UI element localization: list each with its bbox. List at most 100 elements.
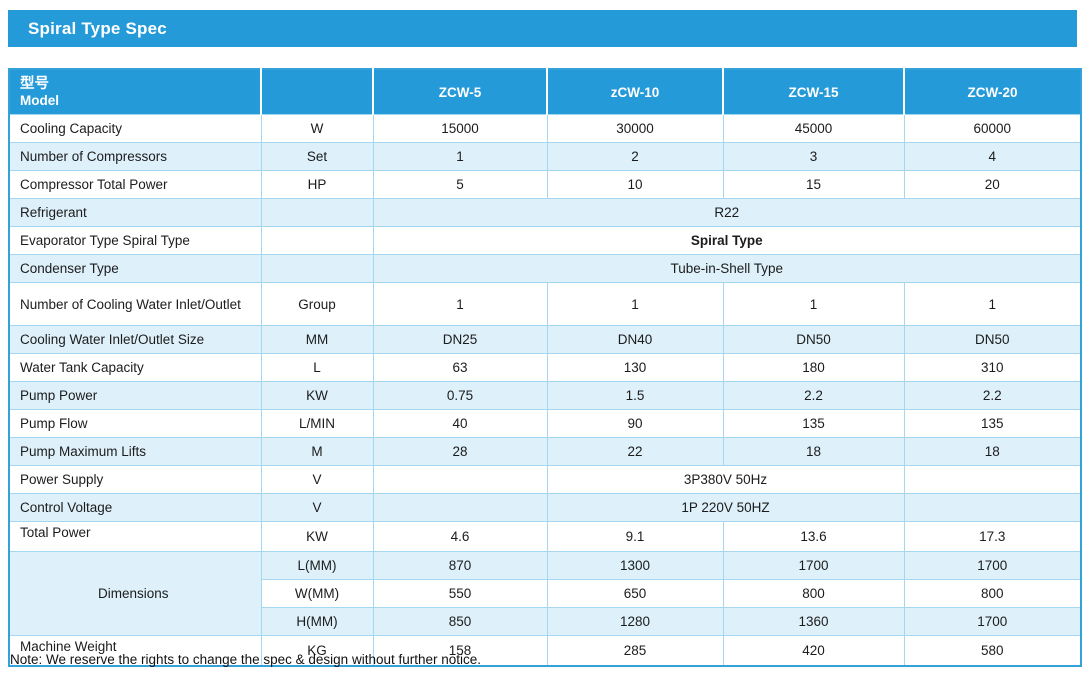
value-cell: 1	[722, 282, 905, 326]
row-number-of-compressors: Number of Compressors Set 1 2 3 4	[8, 142, 1082, 171]
value-cell: 3	[722, 142, 905, 171]
value-cell: DN25	[372, 325, 548, 354]
row-label: Number of Cooling Water Inlet/Outlet	[8, 282, 262, 326]
header-col-zcw15: ZCW-15	[722, 69, 904, 115]
unit-cell: KG	[260, 635, 374, 667]
unit-cell: KW	[260, 521, 374, 552]
value-cell: 1700	[903, 551, 1082, 580]
value-cell: 2	[546, 142, 724, 171]
value-cell: 650	[546, 579, 724, 608]
value-cell: DN50	[903, 325, 1082, 354]
empty-cell	[903, 493, 1082, 522]
spec-table: 型号 Model ZCW-5 zCW-10 ZCW-15 ZCW-20 Cool…	[8, 68, 1082, 667]
unit-cell	[260, 226, 374, 255]
value-cell: 63	[372, 353, 548, 382]
unit-cell: W	[260, 114, 374, 143]
value-cell: 1280	[546, 607, 724, 636]
value-cell: 17.3	[903, 521, 1082, 552]
value-cell: 158	[372, 635, 548, 667]
value-cell: 1	[372, 142, 548, 171]
header-model-en: Model	[20, 92, 59, 108]
value-cell: 135	[903, 409, 1082, 438]
value-cell: 2.2	[722, 381, 905, 410]
value-cell: 4	[903, 142, 1082, 171]
value-cell: 870	[372, 551, 548, 580]
row-power-supply: Power Supply V 3P380V 50Hz	[8, 465, 1082, 494]
row-cooling-capacity: Cooling Capacity W 15000 30000 45000 600…	[8, 114, 1082, 143]
row-dimensions-l: Dimensions L(MM) 870 1300 1700 1700	[8, 551, 1082, 636]
value-cell: 20	[903, 170, 1082, 199]
span-value-cell: R22	[372, 198, 1082, 227]
footer-note: Note: We reserve the rights to change th…	[10, 652, 482, 667]
unit-cell: H(MM)	[260, 607, 374, 636]
page-title: Spiral Type Spec	[8, 10, 1077, 47]
value-cell: 580	[903, 635, 1082, 667]
value-cell: 1360	[722, 607, 905, 636]
value-cell: 18	[903, 437, 1082, 466]
unit-cell: MM	[260, 325, 374, 354]
unit-cell: L	[260, 353, 374, 382]
row-pump-maximum-lifts: Pump Maximum Lifts M 28 22 18 18	[8, 437, 1082, 466]
value-cell: 13.6	[722, 521, 905, 552]
value-cell: 15	[722, 170, 905, 199]
value-cell: 1300	[546, 551, 724, 580]
value-cell: 0.75	[372, 381, 548, 410]
row-label: Control Voltage	[8, 493, 262, 522]
header-row: 型号 Model ZCW-5 zCW-10 ZCW-15 ZCW-20	[9, 69, 1081, 115]
unit-cell	[260, 254, 374, 283]
row-compressor-total-power: Compressor Total Power HP 5 10 15 20	[8, 170, 1082, 199]
unit-cell: Group	[260, 282, 374, 326]
row-label: Cooling Capacity	[8, 114, 262, 143]
value-cell: 1	[903, 282, 1082, 326]
row-pump-power: Pump Power KW 0.75 1.5 2.2 2.2	[8, 381, 1082, 410]
value-cell: 90	[546, 409, 724, 438]
unit-cell: L(MM)	[260, 551, 374, 580]
unit-cell: L/MIN	[260, 409, 374, 438]
value-cell: 28	[372, 437, 548, 466]
value-cell: DN40	[546, 325, 724, 354]
row-label: Pump Maximum Lifts	[8, 437, 262, 466]
value-cell: 1	[546, 282, 724, 326]
empty-cell	[903, 465, 1082, 494]
value-cell: 1.5	[546, 381, 724, 410]
row-label: Refrigerant	[8, 198, 262, 227]
table-header: 型号 Model ZCW-5 zCW-10 ZCW-15 ZCW-20	[9, 69, 1081, 115]
row-label: Condenser Type	[8, 254, 262, 283]
value-cell: 1	[372, 282, 548, 326]
row-dimensions-w: W(MM) 550 650 800 800	[9, 579, 1082, 608]
value-cell: 5	[372, 170, 548, 199]
mid-span-value-cell: 3P380V 50Hz	[546, 465, 905, 494]
value-cell: 420	[722, 635, 905, 667]
row-label: Compressor Total Power	[8, 170, 262, 199]
row-label: Number of Compressors	[8, 142, 262, 171]
row-label: Pump Flow	[8, 409, 262, 438]
value-cell: DN50	[722, 325, 905, 354]
value-cell: 30000	[546, 114, 724, 143]
dimensions-label: Dimensions	[8, 551, 262, 636]
row-label: Pump Power	[8, 381, 262, 410]
unit-cell: V	[260, 465, 374, 494]
row-label: Machine Weight	[8, 635, 262, 667]
unit-cell: V	[260, 493, 374, 522]
row-pump-flow: Pump Flow L/MIN 40 90 135 135	[8, 409, 1082, 438]
value-cell: 60000	[903, 114, 1082, 143]
value-cell: 10	[546, 170, 724, 199]
empty-cell	[372, 493, 548, 522]
span-value-cell: Spiral Type	[372, 226, 1082, 255]
row-label: Water Tank Capacity	[8, 353, 262, 382]
row-machine-weight: Machine Weight KG 158 285 420 580	[8, 635, 1082, 667]
value-cell: 45000	[722, 114, 905, 143]
empty-cell	[372, 465, 548, 494]
header-model-cn: 型号	[20, 75, 49, 92]
mid-span-value-cell: 1P 220V 50HZ	[546, 493, 905, 522]
value-cell: 130	[546, 353, 724, 382]
value-cell: 9.1	[546, 521, 724, 552]
row-water-tank-capacity: Water Tank Capacity L 63 130 180 310	[8, 353, 1082, 382]
unit-cell: HP	[260, 170, 374, 199]
header-col-zcw20: ZCW-20	[903, 69, 1081, 115]
header-col-zcw10: zCW-10	[546, 69, 723, 115]
unit-cell	[260, 198, 374, 227]
value-cell: 15000	[372, 114, 548, 143]
value-cell: 800	[722, 579, 905, 608]
